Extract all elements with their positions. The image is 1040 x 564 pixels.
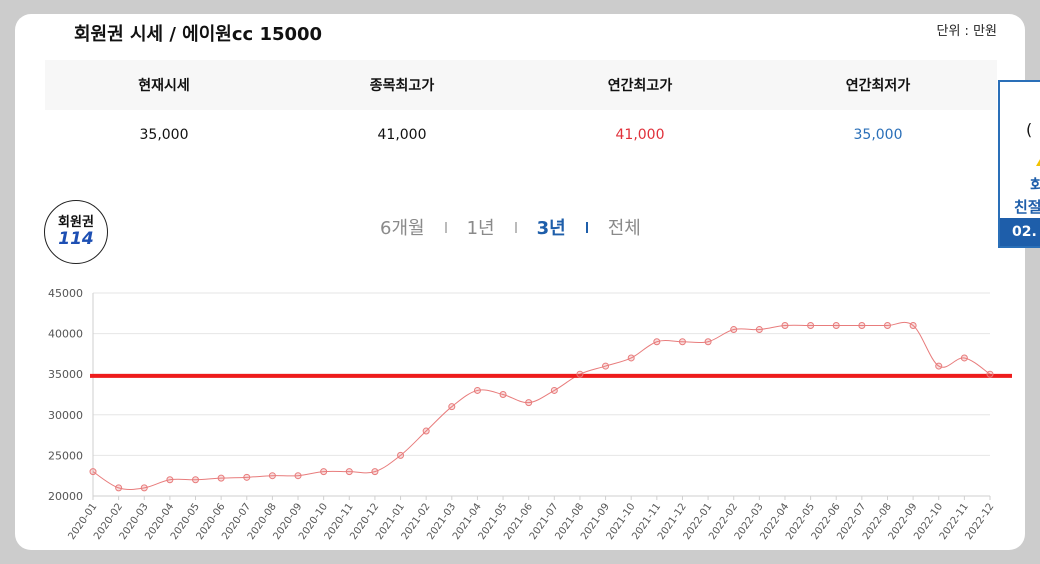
tab-divider	[585, 221, 588, 233]
data-point	[448, 403, 456, 411]
annual-low-header: 연간최저가	[845, 78, 911, 94]
data-point	[525, 399, 533, 407]
y-tick-label: 20000	[48, 490, 83, 503]
price-series-line	[92, 321, 991, 490]
data-point	[422, 427, 430, 435]
brand-logo: 회원권 114	[44, 200, 108, 264]
data-point	[960, 354, 968, 362]
unit-label: 단위 : 만원	[936, 24, 998, 39]
side-banner-phone: 02.	[1000, 218, 1040, 246]
logo-text-bottom: 114	[58, 229, 94, 249]
data-point	[986, 370, 994, 378]
data-point	[192, 476, 200, 484]
side-banner-text: (	[1026, 120, 1033, 139]
data-point	[935, 362, 943, 370]
data-point	[115, 484, 123, 492]
data-point	[217, 474, 225, 482]
data-point	[576, 370, 584, 378]
y-tick-label: 30000	[48, 409, 83, 422]
tab-all[interactable]: 전체	[607, 218, 641, 239]
side-banner[interactable]: ( 회 친절 02.	[998, 80, 1040, 248]
data-point	[602, 362, 610, 370]
data-point	[89, 468, 97, 476]
annual-low-value: 35,000	[853, 127, 903, 143]
data-point	[294, 472, 302, 480]
current-price-value: 35,000	[139, 127, 189, 143]
data-point	[166, 476, 174, 484]
data-point	[499, 391, 507, 398]
data-point	[268, 472, 276, 480]
side-banner-text: 회	[1030, 176, 1040, 194]
tab-3-years[interactable]: 3년	[536, 218, 566, 239]
data-point	[678, 338, 686, 346]
y-tick-label: 40000	[48, 328, 83, 341]
warning-icon	[1036, 154, 1040, 166]
data-point	[832, 321, 840, 329]
data-point	[473, 386, 481, 394]
data-point	[345, 468, 353, 476]
annual-high-header: 연간최고가	[607, 78, 673, 94]
data-point	[550, 386, 558, 394]
data-point	[858, 321, 866, 329]
y-tick-label: 35000	[48, 368, 83, 381]
all-time-high-value: 41,000	[377, 127, 427, 143]
price-line-chart: 2000025000300003500040000450002020-01202…	[48, 287, 1012, 542]
tab-1-year[interactable]: 1년	[466, 218, 495, 239]
all-time-high-header: 종목최고가	[369, 78, 435, 94]
tab-6-months[interactable]: 6개월	[380, 218, 425, 239]
data-point	[909, 321, 917, 329]
data-point	[371, 468, 379, 476]
side-banner-text: 친절	[1014, 198, 1040, 216]
y-tick-label: 25000	[48, 449, 83, 462]
y-tick-label: 45000	[48, 287, 83, 300]
data-point	[627, 354, 635, 362]
data-point	[755, 326, 763, 334]
data-point	[704, 338, 712, 346]
stats-header-row: 현재시세 종목최고가 연간최고가 연간최저가	[45, 60, 997, 110]
tab-divider	[444, 221, 447, 233]
data-point	[730, 326, 738, 334]
data-point	[243, 473, 251, 481]
tab-divider	[514, 221, 517, 233]
data-point	[320, 468, 328, 476]
price-card: 회원권 시세 / 에이원cc 15000 단위 : 만원 현재시세 종목최고가 …	[15, 14, 1025, 550]
period-tabs: 6개월 1년 3년 전체	[360, 214, 661, 240]
stats-value-row: 35,000 41,000 41,000 35,000	[45, 110, 997, 160]
data-point	[781, 321, 789, 329]
data-point	[653, 338, 661, 346]
stats-table: 현재시세 종목최고가 연간최고가 연간최저가 35,000 41,000 41,…	[45, 60, 997, 160]
page-title: 회원권 시세 / 에이원cc 15000	[74, 24, 323, 45]
data-point	[883, 321, 891, 329]
data-point	[140, 484, 148, 492]
data-point	[807, 321, 815, 329]
logo-text-top: 회원권	[58, 215, 94, 230]
annual-high-value: 41,000	[615, 127, 665, 143]
data-point	[397, 451, 405, 459]
current-price-header: 현재시세	[138, 78, 190, 94]
